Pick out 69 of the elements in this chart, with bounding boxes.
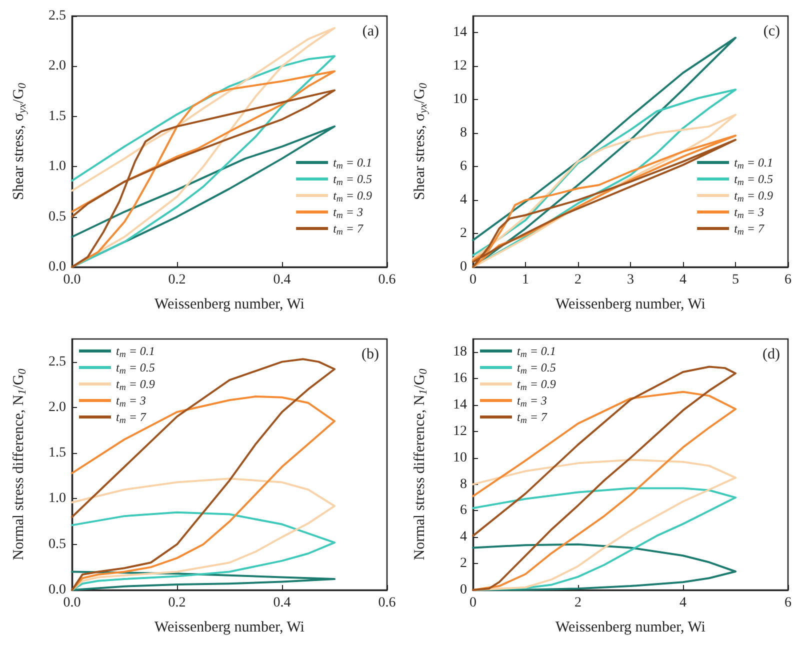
- y-tick-label: 1.5: [48, 108, 66, 124]
- y-axis-title: Normal stress difference, N1/G0: [11, 368, 28, 560]
- annotation: (d): [762, 346, 780, 362]
- line-series: [71, 570, 336, 591]
- y-axis-title: Shear stress, σyx/G0: [412, 82, 430, 200]
- x-tick-label: 0.2: [168, 596, 186, 610]
- line-series: [472, 543, 736, 591]
- line-series: [71, 358, 336, 591]
- x-tick-label: 2: [574, 596, 582, 610]
- y-tick-label: 0.5: [48, 536, 66, 552]
- x-tick-label: 0: [470, 596, 476, 610]
- y-tick-label: 14: [453, 398, 467, 413]
- y-tick-label: 8: [460, 126, 467, 141]
- y-tick-label: 12: [453, 424, 467, 439]
- annotation: (b): [362, 346, 380, 362]
- y-tick-label: 1.5: [48, 446, 66, 461]
- y-tick-label: 2.0: [48, 58, 66, 74]
- line-series: [71, 511, 336, 591]
- y-tick-label: 18: [453, 344, 467, 360]
- y-tick-label: 1.0: [48, 491, 66, 506]
- x-tick-label: 0.0: [63, 596, 81, 610]
- line-series: [71, 396, 336, 591]
- y-tick-label: 16: [453, 371, 467, 386]
- x-tick-label: 6: [784, 596, 792, 610]
- x-axis-title: Weissenberg number, Wi: [556, 296, 706, 312]
- y-tick-label: 0: [460, 582, 467, 598]
- x-tick-label: 0: [470, 272, 476, 288]
- y-tick-label: 0.0: [48, 582, 66, 598]
- x-tick-label: 0.4: [273, 272, 291, 288]
- x-axis-title: Weissenberg number, Wi: [154, 296, 304, 312]
- y-tick-label: 6: [460, 159, 467, 174]
- x-tick-label: 0.4: [273, 596, 291, 610]
- x-tick-label: 5: [732, 272, 739, 288]
- x-tick-label: 1: [522, 272, 529, 288]
- y-tick-label: 6: [460, 503, 467, 518]
- x-tick-label: 0.0: [63, 272, 81, 288]
- x-tick-label: 0.6: [378, 596, 396, 610]
- y-tick-label: 2.5: [48, 8, 66, 24]
- x-tick-label: 3: [627, 272, 634, 288]
- y-axis-title: Normal stress difference, N1/G0: [412, 368, 430, 560]
- y-tick-label: 0: [460, 260, 467, 274]
- y-tick-label: 12: [453, 58, 467, 74]
- y-tick-label: 0.5: [48, 209, 66, 224]
- line-series: [71, 478, 336, 591]
- y-axis-title: Shear stress, σyx/G0: [11, 82, 28, 200]
- y-tick-label: 10: [453, 92, 467, 108]
- x-axis-title: Weissenberg number, Wi: [556, 620, 706, 636]
- x-tick-label: 4: [680, 272, 686, 288]
- line-series: [472, 487, 736, 591]
- y-tick-label: 4: [460, 192, 467, 208]
- y-tick-label: 4: [460, 530, 467, 545]
- line-series: [472, 458, 736, 591]
- x-tick-label: 0.2: [168, 272, 186, 288]
- x-tick-label: 4: [680, 596, 686, 610]
- x-tick-label: 0.6: [378, 272, 396, 288]
- x-tick-label: 2: [574, 272, 582, 288]
- annotation: (c): [763, 24, 780, 40]
- x-tick-label: 6: [784, 272, 792, 288]
- y-tick-label: 2.5: [48, 354, 66, 370]
- x-axis-title: Weissenberg number, Wi: [154, 620, 304, 636]
- y-tick-label: 2: [460, 226, 467, 242]
- y-tick-label: 0.0: [48, 260, 66, 274]
- y-tick-label: 1.0: [48, 159, 66, 174]
- annotation: (a): [362, 24, 380, 40]
- y-tick-label: 14: [453, 25, 467, 40]
- y-tick-label: 8: [460, 476, 467, 492]
- y-tick-label: 2: [460, 556, 467, 572]
- y-tick-label: 2.0: [48, 400, 66, 415]
- y-tick-label: 10: [453, 450, 467, 466]
